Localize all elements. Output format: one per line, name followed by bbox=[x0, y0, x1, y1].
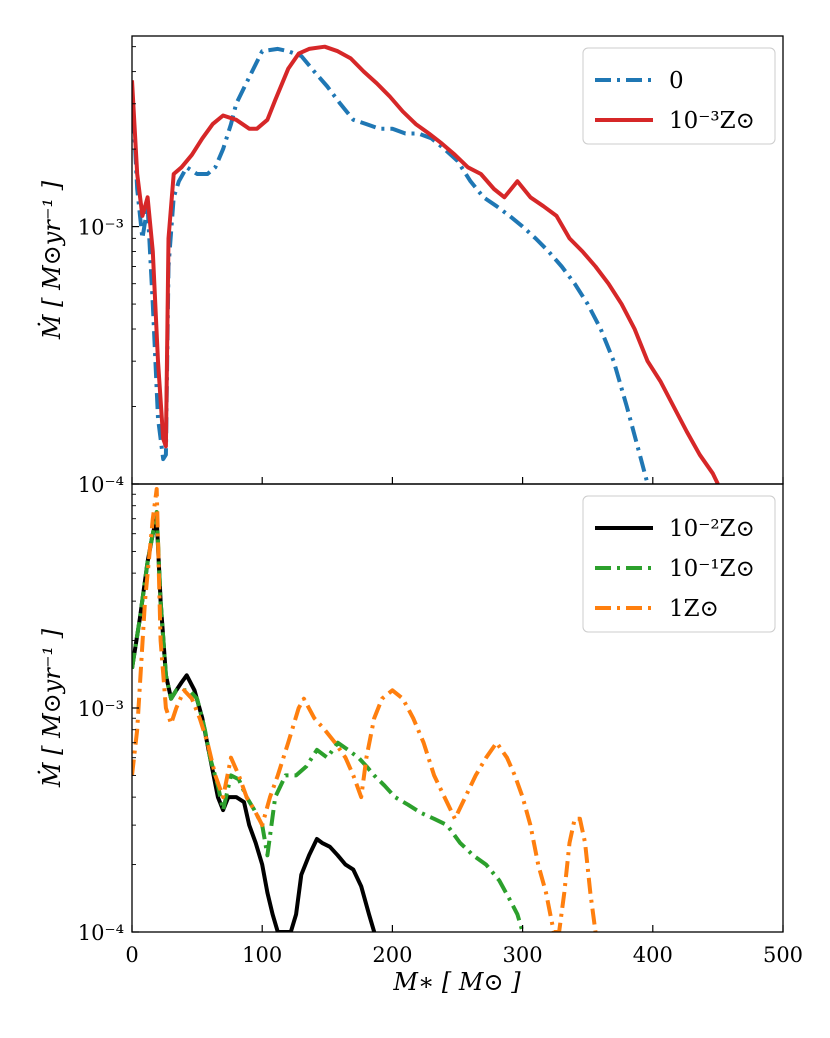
bot-legend-label-0: 10⁻²Z⊙ bbox=[669, 516, 755, 542]
x-tick-label: 0 bbox=[125, 943, 138, 967]
top-series-line-0 bbox=[132, 46, 650, 484]
top-series-line-1 bbox=[132, 44, 720, 484]
top-series-group bbox=[132, 44, 720, 484]
bot-y-tick-label: 10⁻⁴ bbox=[78, 921, 124, 945]
top-legend-label-0: 0 bbox=[669, 68, 684, 94]
bot-series-line-1 bbox=[132, 510, 525, 932]
x-tick-label: 100 bbox=[242, 943, 282, 967]
x-tick-label: 500 bbox=[763, 943, 803, 967]
bottom-ticks: 0 100 200 300 400 500 10⁻³ 10⁻⁴ bbox=[78, 493, 803, 967]
top-legend-label-1: 10⁻³Z⊙ bbox=[669, 108, 755, 134]
bottom-legend: 10⁻²Z⊙ 10⁻¹Z⊙ 1Z⊙ bbox=[582, 495, 776, 633]
top-y-axis-title: Ṁ [ M⊙yr⁻¹ ] bbox=[37, 180, 66, 340]
bot-series-line-0 bbox=[132, 516, 377, 932]
top-y-tick-label: 10⁻⁴ bbox=[78, 473, 124, 497]
top-panel: 10⁻³ 10⁻⁴ Ṁ [ M⊙yr⁻¹ ] 0 10⁻³Z⊙ bbox=[37, 35, 784, 497]
bot-legend-label-2: 1Z⊙ bbox=[669, 596, 719, 622]
bottom-panel: 0 100 200 300 400 500 10⁻³ 10⁻⁴ Ṁ [ M⊙yr⁻¹ ] M∗… bbox=[37, 483, 803, 996]
x-tick-label: 400 bbox=[633, 943, 673, 967]
bot-series-line-2 bbox=[132, 487, 598, 932]
x-tick-label: 200 bbox=[372, 943, 412, 967]
x-axis-title: M∗ [ M⊙ ] bbox=[392, 968, 521, 996]
bot-y-tick-label: 10⁻³ bbox=[78, 697, 124, 721]
x-tick-label: 300 bbox=[503, 943, 543, 967]
top-legend: 0 10⁻³Z⊙ bbox=[582, 47, 776, 145]
bottom-y-axis-title: Ṁ [ M⊙yr⁻¹ ] bbox=[37, 628, 66, 788]
top-ticks: 10⁻³ 10⁻⁴ bbox=[78, 46, 784, 497]
bot-legend-label-1: 10⁻¹Z⊙ bbox=[669, 556, 755, 582]
top-y-tick-label: 10⁻³ bbox=[78, 216, 124, 240]
bottom-series-group bbox=[132, 487, 598, 932]
